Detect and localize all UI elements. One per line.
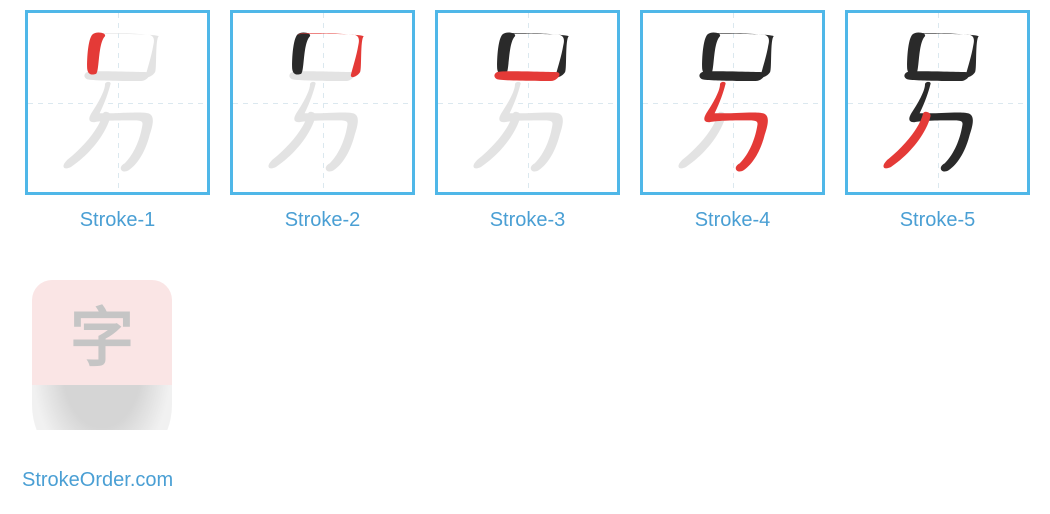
watermark-text: StrokeOrder.com: [22, 469, 173, 492]
stroke-row: Stroke-1 Stroke-2 Stroke-3 Stroke-4 Stro…: [0, 0, 1050, 242]
stroke-label-4: Stroke-4: [695, 209, 771, 232]
stroke-box-5: [845, 10, 1030, 195]
stroke-card-2: Stroke-2: [230, 10, 415, 232]
char-svg-2: [233, 13, 412, 192]
stroke-label-1: Stroke-1: [80, 209, 156, 232]
stroke-card-4: Stroke-4: [640, 10, 825, 232]
logo-char: 字: [70, 287, 134, 379]
site-logo: 字: [32, 280, 172, 430]
stroke-card-5: Stroke-5: [845, 10, 1030, 232]
stroke-label-2: Stroke-2: [285, 209, 361, 232]
stroke-box-1: [25, 10, 210, 195]
char-svg-3: [438, 13, 617, 192]
char-svg-1: [28, 13, 207, 192]
stroke-label-5: Stroke-5: [900, 209, 976, 232]
stroke-card-1: Stroke-1: [25, 10, 210, 232]
stroke-box-3: [435, 10, 620, 195]
char-svg-5: [848, 13, 1027, 192]
stroke-box-4: [640, 10, 825, 195]
stroke-card-3: Stroke-3: [435, 10, 620, 232]
stroke-label-3: Stroke-3: [490, 209, 566, 232]
char-svg-4: [643, 13, 822, 192]
stroke-box-2: [230, 10, 415, 195]
